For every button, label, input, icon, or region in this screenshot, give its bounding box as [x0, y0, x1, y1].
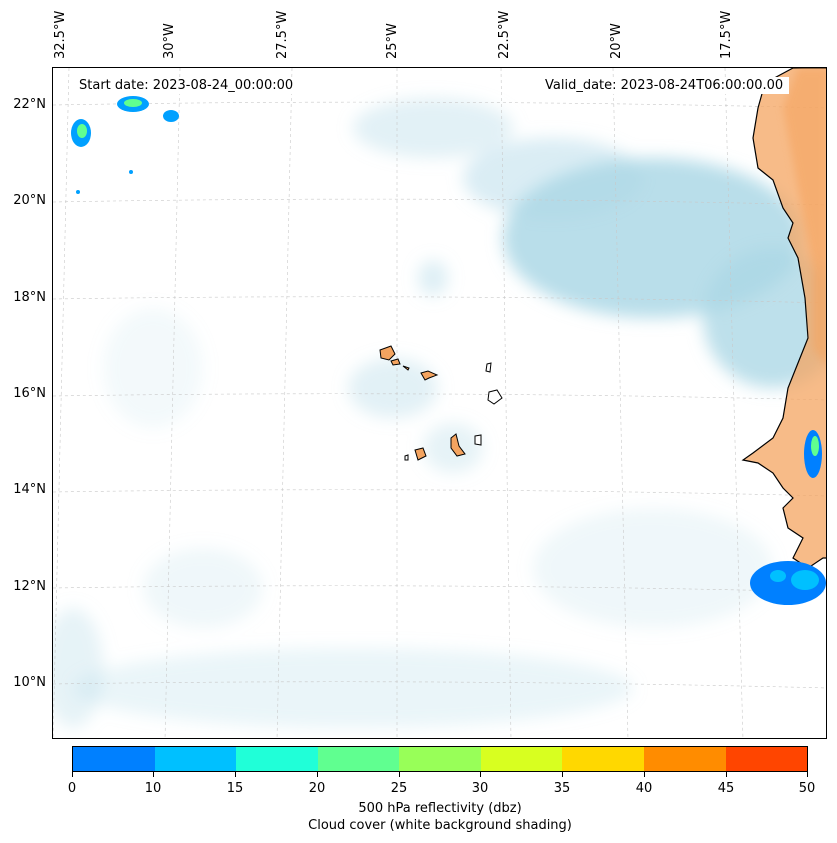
colorbar-label-10: 10 [144, 781, 162, 796]
colorbar-label-50: 50 [798, 781, 816, 796]
colorbar-tick-8 [726, 772, 727, 777]
colorbar-label-30: 30 [471, 781, 489, 796]
map-canvas [53, 68, 826, 738]
lon-label-20w: 20°W [609, 23, 624, 59]
lon-label-25w: 25°W [385, 23, 400, 59]
cape-verde-islands [379, 345, 503, 461]
reflectivity-cells [71, 96, 826, 605]
lat-label-14n: 14°N [13, 482, 46, 497]
lat-label-16n: 16°N [13, 386, 46, 401]
lat-label-10n: 10°N [13, 675, 46, 690]
colorbar-label-40: 40 [635, 781, 653, 796]
colorbar-tick-1 [153, 772, 154, 777]
colorbar-swatch-0 [73, 747, 155, 771]
valid-date-label: Valid_date: 2023-08-24T06:00:00.00 [539, 77, 790, 94]
map-panel[interactable]: Start date: 2023-08-24_00:00:00 Valid_da… [52, 67, 827, 739]
colorbar-tick-7 [644, 772, 645, 777]
colorbar [72, 746, 808, 772]
lat-label-20n: 20°N [13, 193, 46, 208]
colorbar-swatch-3 [317, 747, 400, 771]
colorbar-swatch-5 [480, 747, 563, 771]
colorbar-tick-9 [807, 772, 808, 777]
cloud-cover-shading [53, 98, 826, 728]
colorbar-swatch-4 [399, 747, 481, 771]
colorbar-tick-2 [235, 772, 236, 777]
lon-label-30w: 30°W [162, 23, 177, 59]
colorbar-title: 500 hPa reflectivity (dbz) [358, 801, 522, 816]
colorbar-label-25: 25 [390, 781, 408, 796]
colorbar-label-35: 35 [553, 781, 571, 796]
colorbar-swatch-8 [725, 747, 808, 771]
colorbar-swatch-1 [154, 747, 237, 771]
lon-label-27-5w: 27.5°W [275, 10, 290, 59]
colorbar-tick-6 [562, 772, 563, 777]
lat-label-18n: 18°N [13, 290, 46, 305]
lat-label-22n: 22°N [13, 97, 46, 112]
colorbar-subtitle: Cloud cover (white background shading) [308, 818, 572, 833]
colorbar-swatch-7 [643, 747, 726, 771]
colorbar-label-20: 20 [308, 781, 326, 796]
lon-label-22-5w: 22.5°W [497, 10, 512, 59]
colorbar-tick-5 [480, 772, 481, 777]
colorbar-label-15: 15 [226, 781, 244, 796]
colorbar-swatch-2 [236, 747, 318, 771]
lat-label-12n: 12°N [13, 579, 46, 594]
colorbar-label-0: 0 [67, 781, 77, 796]
colorbar-tick-0 [72, 772, 73, 777]
colorbar-swatch-6 [562, 747, 644, 771]
graticule [53, 68, 826, 738]
start-date-label: Start date: 2023-08-24_00:00:00 [73, 77, 300, 94]
colorbar-label-45: 45 [717, 781, 735, 796]
lon-label-32-5w: 32.5°W [53, 10, 68, 59]
colorbar-tick-4 [399, 772, 400, 777]
colorbar-tick-3 [317, 772, 318, 777]
lon-label-17-5w: 17.5°W [719, 10, 734, 59]
